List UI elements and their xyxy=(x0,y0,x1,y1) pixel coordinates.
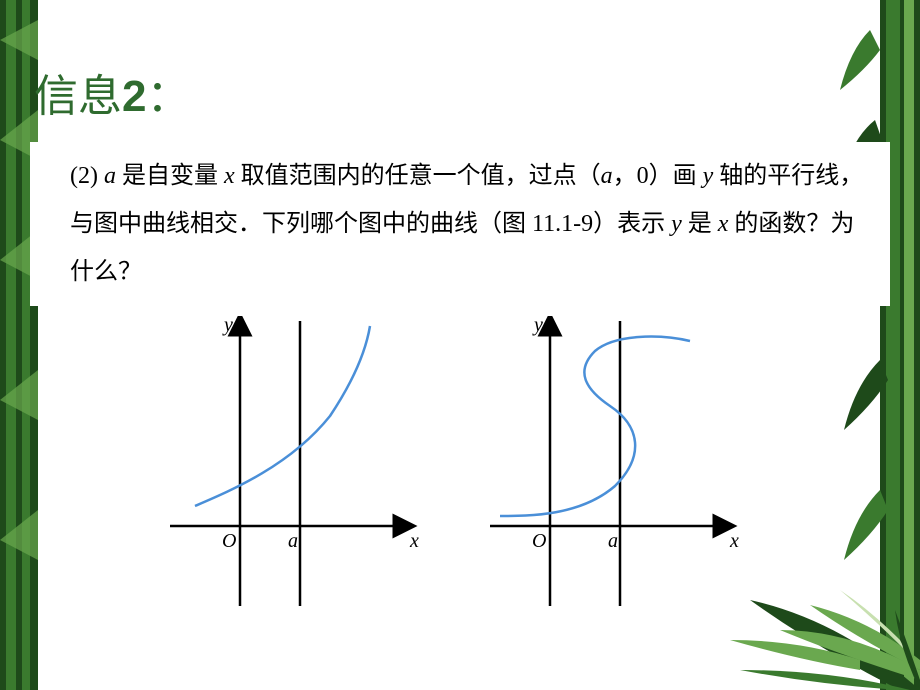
problem-text: (2) a 是自变量 x 取值范围内的任意一个值，过点（a，0）画 y 轴的平行… xyxy=(30,142,890,306)
heading: 信息2： xyxy=(30,60,890,124)
t-s6: ，0）画 xyxy=(613,163,703,189)
chart2-a-label: a xyxy=(608,530,618,553)
chart1-x-label: x xyxy=(410,530,419,553)
chart-1: y x O a xyxy=(170,316,430,616)
chart2-y-label: y xyxy=(534,314,543,337)
t-var-y1: y xyxy=(703,163,714,189)
chart2-x-label: x xyxy=(730,530,739,553)
heading-number: 2 xyxy=(122,72,146,121)
t-var-a1: a xyxy=(104,163,116,189)
slide-content: 信息2： (2) a 是自变量 x 取值范围内的任意一个值，过点（a，0）画 y… xyxy=(30,60,890,616)
t-s4: 取值范围内的任意一个值，过点（ xyxy=(235,163,601,189)
t-var-a2: a xyxy=(601,163,613,189)
chart1-O-label: O xyxy=(222,530,236,553)
t-var-y2: y xyxy=(671,211,682,237)
t-s2: 是自变量 xyxy=(116,163,224,189)
t-var-x2: x xyxy=(718,211,729,237)
bamboo-corner-decoration xyxy=(600,570,920,690)
t-var-x1: x xyxy=(224,163,235,189)
chart1-a-label: a xyxy=(288,530,298,553)
chart2-O-label: O xyxy=(532,530,546,553)
heading-suffix: ： xyxy=(146,72,190,121)
heading-prefix: 信息 xyxy=(34,72,122,121)
t-s10: 是 xyxy=(682,211,718,237)
t-open: (2) xyxy=(70,163,104,189)
chart1-y-label: y xyxy=(224,314,233,337)
